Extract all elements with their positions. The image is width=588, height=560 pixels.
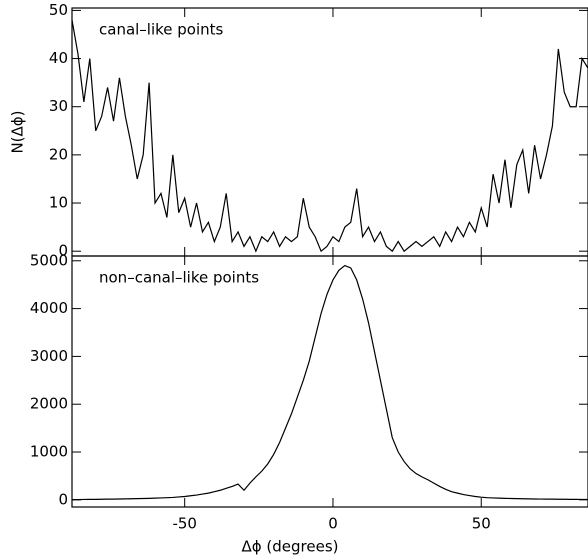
x-axis-label: Δϕ (degrees) [241, 538, 338, 556]
y-tick-label: 3000 [30, 347, 68, 365]
y-tick-label: 4000 [30, 299, 68, 317]
data-line [71, 19, 588, 253]
y-tick-label: 1000 [30, 443, 68, 461]
y-tick-label: 0 [58, 242, 68, 260]
x-tick-label: 50 [472, 515, 491, 533]
y-tick-label: 5000 [30, 251, 68, 269]
y-tick-label: 30 [49, 97, 68, 115]
plot-frame [71, 255, 588, 508]
plot-frame [71, 7, 588, 257]
y-tick-label: 10 [49, 194, 68, 212]
y-tick-label: 0 [58, 490, 68, 508]
y-tick-label: 40 [49, 49, 68, 67]
annotation: canal–like points [99, 21, 224, 39]
annotation: non–canal–like points [99, 269, 259, 287]
y-tick-label: 20 [49, 145, 68, 163]
x-tick-label: -50 [172, 515, 197, 533]
data-line [72, 264, 588, 501]
y-tick-label: 50 [49, 1, 68, 19]
y-tick-label: 2000 [30, 395, 68, 413]
y-axis-label: N(Δϕ) [9, 110, 27, 153]
x-tick-label: 0 [328, 515, 338, 533]
